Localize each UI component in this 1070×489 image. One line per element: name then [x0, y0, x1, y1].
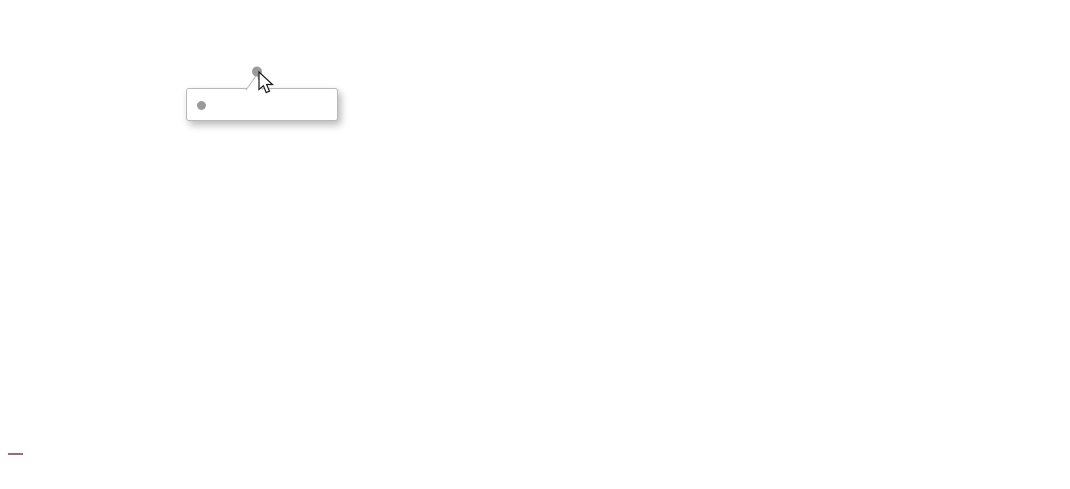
- factor-line-swatch-icon: [8, 453, 23, 455]
- legend-item-call-centre[interactable]: [8, 453, 30, 455]
- variability-chart: [0, 0, 1070, 425]
- gray-dot-icon: [197, 101, 206, 110]
- hover-tooltip: [186, 88, 338, 121]
- factors-legend: [8, 444, 30, 455]
- tooltip-durations-row: [197, 101, 329, 110]
